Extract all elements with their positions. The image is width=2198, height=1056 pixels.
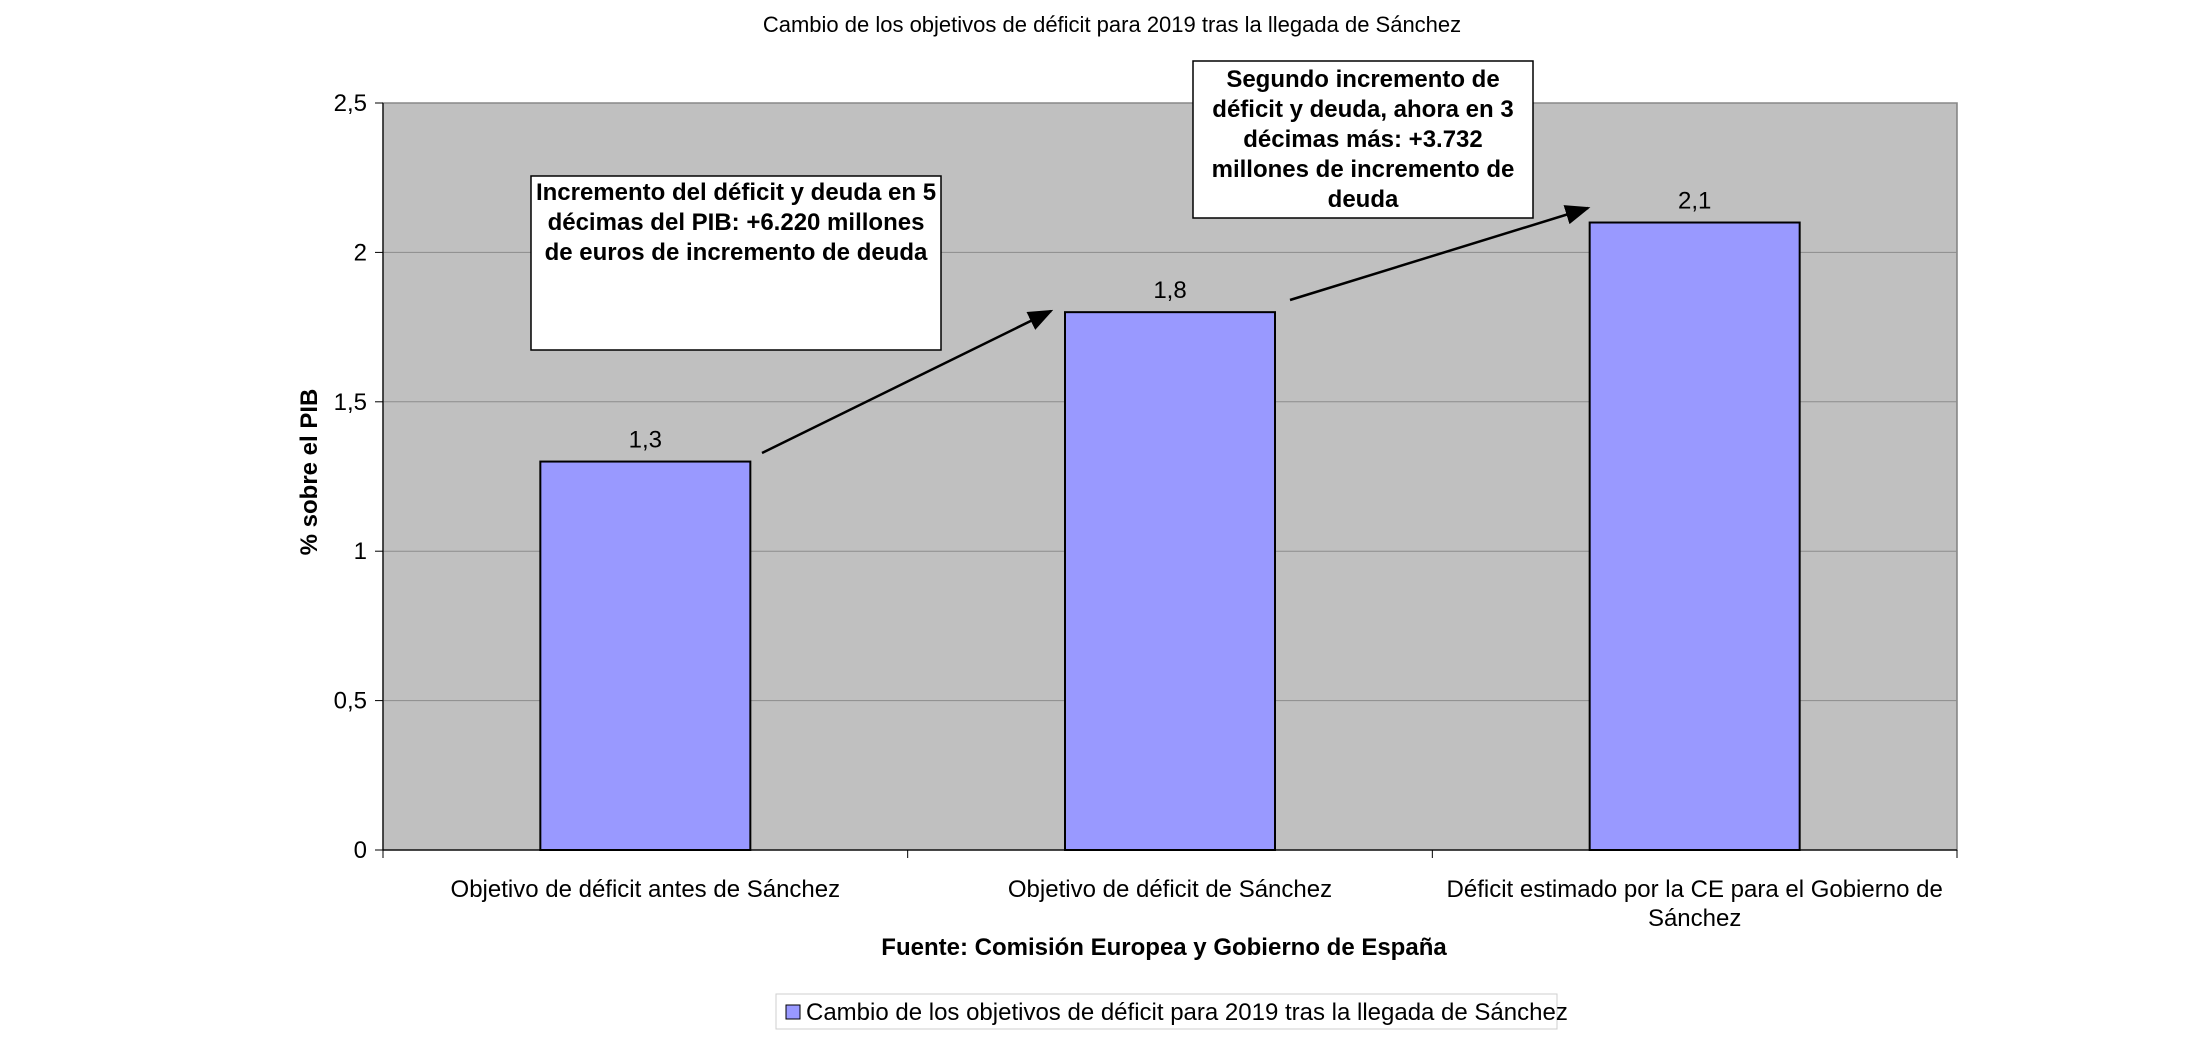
y-tick-label: 2,5	[334, 90, 367, 117]
bar	[1588, 221, 1801, 851]
annotation-second-increase-box	[1192, 60, 1534, 219]
annotation-first-increase-text: Incremento del déficit y deuda en 5	[536, 179, 936, 206]
axes: 0 0,5 1 1,5 2 2,5 Objetivo de déficit antes de…	[334, 90, 1958, 932]
y-tick-label: 1	[354, 538, 367, 565]
annotation-second-increase-text: deuda	[1328, 186, 1399, 213]
annotation-second-increase-text: Segundo incremento de	[1226, 66, 1499, 93]
annotation-second-increase-arrow	[1289, 205, 1591, 302]
y-axis-label: % sobre el PIB	[296, 389, 323, 556]
annotation-second-increase-text: millones de incremento de	[1212, 156, 1515, 183]
data-label: 1,3	[629, 427, 662, 454]
annotation-first-increase-text: décimas del PIB: +6.220 millones	[548, 209, 925, 236]
y-tick-label: 0	[354, 837, 367, 864]
bar	[1064, 311, 1276, 852]
x-tick-label: Sánchez	[1648, 905, 1741, 932]
x-tick-label: Objetivo de déficit antes de Sánchez	[451, 876, 841, 903]
data-label: 1,8	[1153, 277, 1186, 304]
annotations: Incremento del déficit y deuda en 5 décim…	[530, 60, 1591, 455]
annotation-second-increase-text: déficit y deuda, ahora en 3	[1212, 96, 1513, 123]
y-tick-label: 1,5	[334, 389, 367, 416]
annotation-second-increase-text: décimas más: +3.732	[1243, 126, 1483, 153]
x-axis-label: Fuente: Comisión Europea y Gobierno de E…	[881, 934, 1447, 961]
annotation-first-increase-box	[530, 175, 942, 351]
annotation-first-increase-arrow	[761, 309, 1054, 455]
legend-box	[775, 993, 1558, 1030]
bars: 1,3 1,8 2,1	[539, 188, 1801, 852]
x-tick-label: Objetivo de déficit de Sánchez	[1008, 876, 1332, 903]
x-tick-label: Déficit estimado por la CE para el Gobie…	[1447, 876, 1943, 903]
bar	[539, 460, 752, 851]
y-tick-label: 0,5	[334, 688, 367, 715]
annotation-first-increase-text: de euros de incremento de deuda	[545, 239, 928, 266]
legend-label: Cambio de los objetivos de déficit para …	[806, 999, 1568, 1026]
legend: Cambio de los objetivos de déficit para …	[775, 993, 1568, 1030]
data-label: 2,1	[1678, 188, 1711, 215]
legend-swatch	[785, 1004, 801, 1020]
y-tick-label: 2	[354, 239, 367, 266]
chart-title: Cambio de los objetivos de déficit para …	[763, 12, 1461, 37]
